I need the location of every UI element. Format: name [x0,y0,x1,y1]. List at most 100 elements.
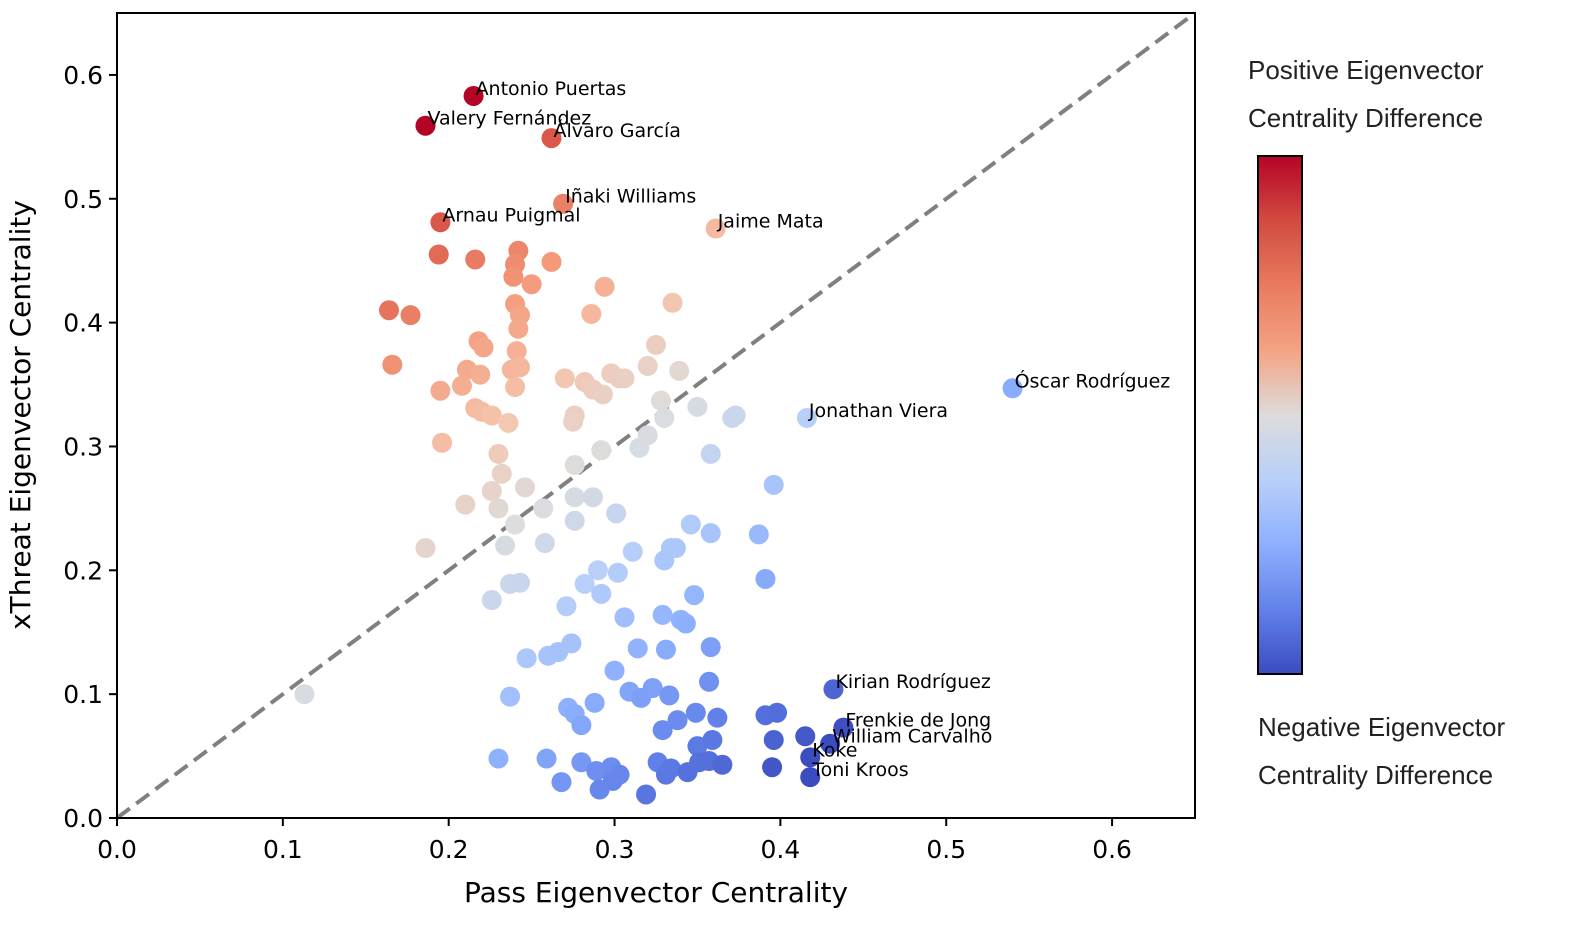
point-label: Toni Kroos [811,759,908,781]
scatter-point [700,443,721,464]
point-label: Iñaki Williams [565,186,696,208]
scatter-point [500,686,521,707]
scatter-point [646,334,666,355]
point-label: William Carvalho [832,726,992,748]
scatter-point [629,437,650,458]
scatter-point [428,244,449,265]
scatter-point [725,405,746,426]
scatter-point [505,514,526,535]
scatter-point [609,764,630,785]
labeled-point [705,218,726,239]
point-label: Óscar Rodríguez [1015,368,1171,392]
scatter-point [481,481,502,502]
labeled-point [796,407,817,428]
scatter-point [748,524,769,545]
point-label: Koke [812,739,857,761]
point-label: Frenkie de Jong [845,710,991,732]
plot-frame [116,12,1196,819]
scatter-point [622,541,643,562]
scatter-point [563,411,584,432]
scatter-point [491,463,512,484]
scatter-point [514,477,535,498]
scatter-point [556,596,577,617]
scatter-point [594,276,615,297]
scatter-point [488,498,509,519]
scatter-point [675,613,696,634]
point-label: Jonathan Viera [808,400,948,422]
labeled-point [800,767,821,788]
scatter-point [655,639,676,660]
scatter-point [586,760,607,781]
x-axis: 0.0 0.1 0.2 0.3 0.4 0.5 0.6 [97,818,1132,864]
scatter-point [659,685,680,706]
labeled-point [463,85,484,106]
labeled-point [430,212,451,233]
scatter-point [498,412,519,433]
scatter-point [660,758,681,779]
scatter-point [591,583,612,604]
scatter-point [637,355,658,376]
scatter-point [712,754,733,775]
scatter-point [574,573,595,594]
scatter-point [662,292,683,313]
scatter-point [564,487,585,508]
scatter-point [795,726,816,747]
scatter-point [561,633,582,654]
colorbar: Positive Eigenvector Centrality Differen… [1248,55,1505,790]
scatter-point [415,538,436,559]
scatter-point [488,443,509,464]
scatter-point [604,660,625,681]
y-tick-label: 0.3 [63,432,103,461]
scatter-point [652,720,673,741]
scatter-point [554,368,575,389]
scatter-point [510,572,531,593]
labeled-point [415,115,436,136]
scatter-point [669,360,690,381]
y-tick-label: 0.4 [63,309,103,338]
labeled-point [553,193,574,214]
labeled-point [541,128,562,149]
scatter-point [534,533,555,554]
scatter-point [607,562,628,583]
colorbar-bottom-label-line1: Negative Eigenvector [1258,712,1505,742]
scatter-point [378,300,399,321]
scatter-point [636,784,657,805]
scatter-point [516,648,537,669]
scatter-point [481,405,502,426]
y-tick-label: 0.5 [63,185,103,214]
point-label: Valery Fernández [427,108,591,130]
scatter-point [430,380,451,401]
scatter-point [767,702,788,723]
scatter-point [541,251,562,272]
scatter-point [465,249,486,270]
scatter-point [654,407,675,428]
scatter-point [564,510,585,531]
labeled-point [823,679,844,700]
scatter-point [510,357,531,378]
scatter-point [473,337,494,358]
scatter-point [488,748,509,769]
scatter-point [652,604,673,625]
scatter-point [699,671,720,692]
scatter-point [533,498,554,519]
scatter-point [581,303,602,324]
scatter-point [755,568,776,589]
scatter-point [680,514,701,535]
labeled-point [820,733,841,754]
y-tick-label: 0.0 [63,804,103,833]
scatter-point [587,560,608,581]
scatter-point [451,375,472,396]
y-axis-label: xThreat Eigenvector Centrality [4,200,37,630]
scatter-point [642,677,663,698]
x-tick-label: 0.3 [595,835,635,864]
point-label: Jaime Mata [717,210,824,232]
point-label: Arnau Puigmal [442,204,580,226]
y-tick-label: 0.1 [63,680,103,709]
scatter-point [614,368,635,389]
scatter-point [503,266,524,287]
scatter-point [762,757,783,778]
scatter-point [294,684,315,705]
scatter-point [591,440,612,461]
y-tick-label: 0.2 [63,556,103,585]
